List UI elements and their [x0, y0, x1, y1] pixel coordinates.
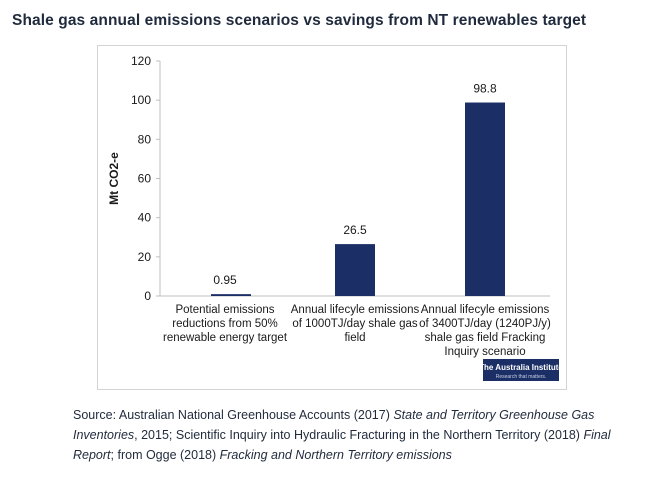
logo-text: The Australia Institute [479, 363, 563, 372]
data-label: 26.5 [343, 223, 367, 237]
logo-badge [483, 359, 559, 381]
category-label: Potential emissions reductions from 50% re… [163, 304, 288, 344]
category-label-line: of 3400TJ/day (1240PJ/y) [419, 318, 551, 330]
source-italic-2: Final Report [73, 428, 611, 462]
data-label: 0.95 [213, 273, 237, 287]
category-label-line: Annual lifecyle emissions [291, 304, 420, 316]
category-label-line: Annual lifecyle emissions [421, 304, 550, 316]
source-text-3: ; from Ogge (2018) [110, 448, 220, 462]
y-tick-label: 100 [131, 93, 151, 107]
logo-tagline: Research that matters. [496, 374, 547, 380]
category-label: Annual lifecyle emissions of 1000TJ/day s… [291, 304, 420, 344]
bar [211, 294, 251, 296]
category-label-line: reductions from 50% [172, 318, 277, 330]
y-tick-label: 60 [138, 172, 152, 186]
chart-title: Shale gas annual emissions scenarios vs … [12, 12, 587, 29]
source-text-2: , 2015; Scientific Inquiry into Hydrauli… [134, 428, 584, 442]
y-axis-title: Mt CO2-e [107, 152, 121, 205]
category-label-line: renewable energy target [163, 332, 288, 344]
category-label-line: Potential emissions [175, 304, 274, 316]
data-label: 98.8 [473, 82, 497, 96]
source-note: Source: Australian National Greenhouse A… [73, 405, 648, 465]
category-label-line: Inquiry scenario [444, 346, 525, 358]
category-label: Annual lifecyle emissions of 3400TJ/day (… [419, 304, 551, 358]
bar [465, 102, 505, 297]
category-label-line: shale gas field Fracking [425, 332, 546, 344]
y-tick-label: 120 [131, 54, 151, 68]
source-italic-1: State and Territory Greenhouse Gas Inven… [73, 408, 595, 442]
category-label-line: of 1000TJ/day shale gas [292, 318, 418, 330]
y-tick-label: 40 [138, 211, 152, 225]
category-label-line: field [344, 332, 365, 344]
source-italic-3: Fracking and Northern Territory emission… [219, 448, 452, 462]
y-tick-label: 0 [144, 289, 151, 303]
source-text-1: Source: Australian National Greenhouse A… [73, 408, 394, 422]
y-tick-label: 20 [138, 250, 152, 264]
bar [335, 244, 375, 296]
y-tick-label: 80 [138, 132, 152, 146]
